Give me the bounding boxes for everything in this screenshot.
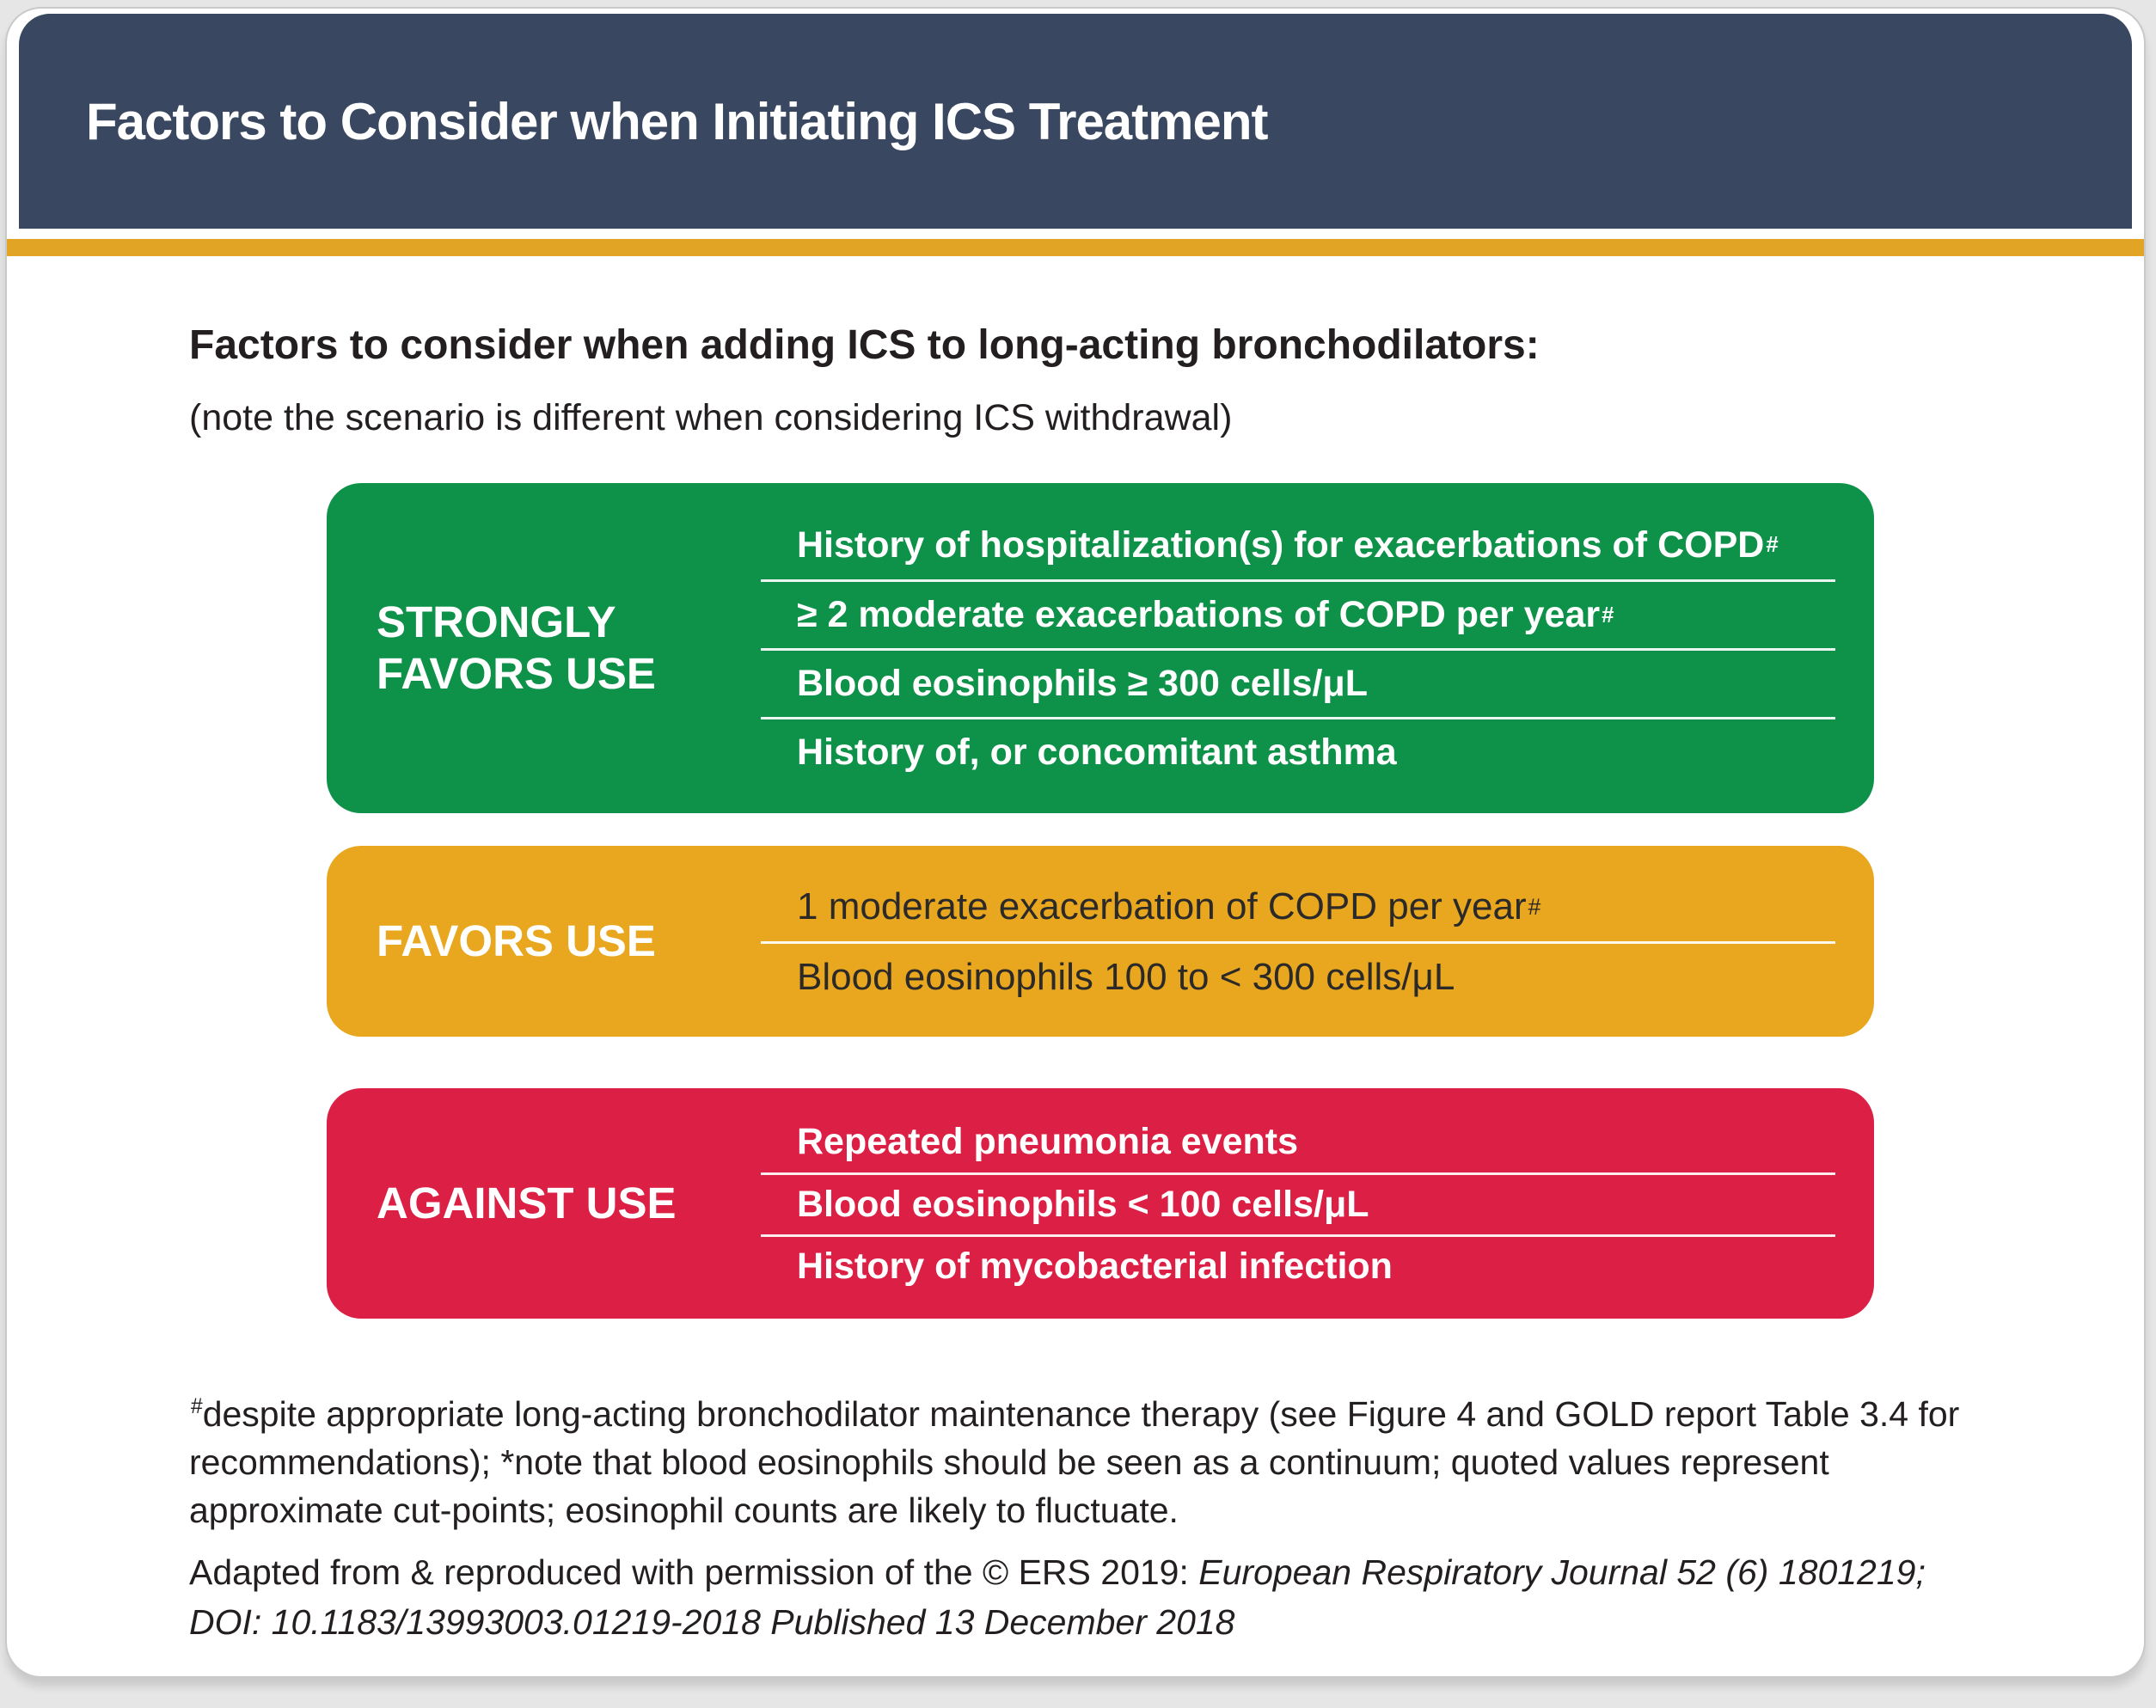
item-text: History of hospitalization(s) for exacer… — [797, 523, 1765, 566]
footnote-superscript: # — [191, 1395, 203, 1419]
item-text: History of mycobacterial infection — [797, 1246, 1393, 1287]
item-text: ≥ 2 moderate exacerbations of COPD per y… — [797, 594, 1601, 635]
list-item: History of mycobacterial infection — [761, 1234, 1835, 1296]
category-label: AGAINST USE — [377, 1178, 677, 1227]
item-text: Repeated pneumonia events — [797, 1120, 1299, 1162]
category-items: Repeated pneumonia events Blood eosinoph… — [761, 1088, 1835, 1319]
list-item: 1 moderate exacerbation of COPD per year… — [797, 885, 1541, 927]
attribution-prefix: Adapted from & reproduced with permissio… — [189, 1552, 1199, 1592]
item-text: Blood eosinophils 100 to < 300 cells/μL — [797, 955, 1455, 998]
category-items: History of hospitalization(s) for exacer… — [761, 483, 1835, 813]
item-text: History of, or concomitant asthma — [797, 732, 1397, 773]
page-title: Factors to Consider when Initiating ICS … — [86, 92, 1269, 150]
section-note: (note the scenario is different when con… — [189, 397, 1233, 438]
list-item: Blood eosinophils ≥ 300 cells/μL — [761, 648, 1835, 717]
category-label: FAVORS USE — [377, 915, 656, 965]
favors-use-box: FAVORS USE 1 moderate exacerbation of CO… — [327, 846, 1874, 1037]
item-text: 1 moderate exacerbation of COPD per year — [797, 885, 1527, 927]
slide-header: Factors to Consider when Initiating ICS … — [19, 14, 2132, 229]
item-text: Blood eosinophils < 100 cells/μL — [797, 1184, 1369, 1225]
attribution: Adapted from & reproduced with permissio… — [189, 1547, 1994, 1647]
slide-card: Factors to Consider when Initiating ICS … — [5, 7, 2146, 1678]
list-item: History of, or concomitant asthma — [761, 717, 1835, 786]
attribution-citation: European Respiratory Journal 52 (6) 1801… — [189, 1552, 1926, 1643]
against-use-box: AGAINST USE Repeated pneumonia events Bl… — [327, 1088, 1874, 1319]
item-text: Blood eosinophils ≥ 300 cells/μL — [797, 663, 1369, 704]
list-item: ≥ 2 moderate exacerbations of COPD per y… — [761, 579, 1835, 648]
accent-bar — [7, 239, 2144, 256]
strongly-favors-use-box: STRONGLY FAVORS USE History of hospitali… — [327, 483, 1874, 813]
section-heading: Factors to consider when adding ICS to l… — [189, 322, 1540, 368]
category-label: STRONGLY FAVORS USE — [377, 597, 656, 698]
category-items: 1 moderate exacerbation of COPD per year… — [761, 846, 1835, 1037]
list-item: Repeated pneumonia events — [761, 1111, 1835, 1172]
list-item: Blood eosinophils < 100 cells/μL — [761, 1172, 1835, 1234]
category-boxes: STRONGLY FAVORS USE History of hospitali… — [327, 483, 1874, 1319]
list-item: Blood eosinophils 100 to < 300 cells/μL — [761, 941, 1835, 1010]
footnote: #despite appropriate long-acting broncho… — [189, 1391, 1994, 1534]
list-item: History of hospitalization(s) for exacer… — [797, 523, 1779, 566]
footnote-text: despite appropriate long-acting bronchod… — [189, 1394, 1960, 1530]
